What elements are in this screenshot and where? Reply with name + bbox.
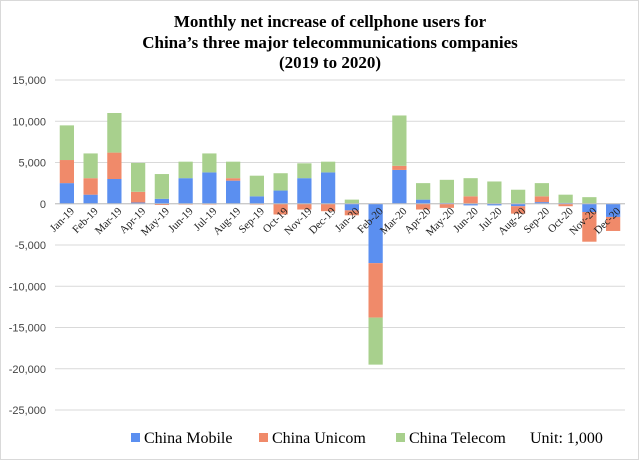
bar-china-telecom-may-19 [154,174,169,199]
x-tick-label: Aug-19 [211,205,244,238]
bar-china-mobile-sep-19 [249,196,264,204]
y-tick-label: -5,000 [15,240,46,252]
legend-label: China Mobile [144,430,232,447]
legend-swatch-china-mobile [131,433,140,442]
legend: China Mobile China Unicom China Telecom [131,430,506,447]
bar-china-telecom-may-20 [439,179,454,203]
bar-china-unicom-mar-19 [107,152,122,179]
bar-china-mobile-aug-20 [511,203,526,207]
y-tick-label: 0 [40,199,46,211]
legend-swatch-china-unicom [259,433,268,442]
bar-china-telecom-mar-20 [392,115,407,166]
bar-china-telecom-jun-19 [178,161,193,179]
bar-china-mobile-apr-19 [131,202,146,204]
bar-china-unicom-oct-19 [273,203,288,215]
bar-china-mobile-jan-20 [344,203,359,211]
legend-label: China Telecom [409,430,506,447]
x-tick-label: Mar-19 [93,205,125,237]
bar-china-mobile-dec-19 [321,172,336,204]
x-tick-label: Sep-19 [236,205,267,236]
bar-china-mobile-jun-20 [463,203,478,206]
bar-china-unicom-apr-20 [416,203,431,210]
x-axis: Jan-19Feb-19Mar-19Apr-19May-19Jun-19Jul-… [48,205,624,238]
bar-china-telecom-jun-20 [463,178,478,197]
bar-china-unicom-apr-19 [131,191,146,203]
bar-china-mobile-feb-20 [368,203,383,264]
bar-china-unicom-aug-20 [511,206,526,214]
gridlines [55,79,625,411]
bar-china-telecom-dec-19 [321,161,336,173]
bar-china-unicom-jun-20 [463,196,478,204]
bar-china-telecom-mar-19 [107,113,122,153]
bar-china-telecom-sep-20 [534,183,549,197]
bar-china-telecom-apr-19 [131,162,146,192]
bar-china-unicom-aug-19 [226,178,241,181]
legend-label: China Unicom [272,430,366,447]
bar-china-unicom-feb-19 [83,178,98,195]
bar-china-telecom-aug-19 [226,161,241,179]
bar-china-unicom-nov-20 [582,212,597,242]
bar-china-mobile-apr-20 [416,199,431,204]
y-tick-label: -20,000 [9,364,46,376]
bar-china-mobile-feb-19 [83,194,98,204]
bar-china-telecom-jul-19 [202,153,217,173]
bar-china-mobile-nov-20 [582,203,597,212]
bars [59,113,621,365]
bar-china-mobile-nov-19 [297,178,312,204]
bar-china-telecom-nov-19 [297,163,312,179]
bar-china-telecom-sep-19 [249,175,264,197]
chart-title-line-2: China’s three major telecommunications c… [142,33,518,52]
bar-china-telecom-feb-19 [83,153,98,179]
bar-china-unicom-jan-20 [344,210,359,216]
bar-china-mobile-sep-20 [534,202,549,204]
bar-china-mobile-jun-19 [178,178,193,204]
bar-china-unicom-may-19 [154,203,169,205]
bar-china-unicom-dec-20 [606,216,621,231]
bar-china-mobile-aug-19 [226,180,241,204]
y-axis: 15,000 10,000 5,000 0 -5,000 -10,000 -15,000 -2… [9,75,46,417]
y-tick-label: 15,000 [12,75,46,87]
bar-china-mobile-oct-19 [273,190,288,204]
y-tick-label: 10,000 [12,116,46,128]
bar-china-unicom-jan-19 [59,160,74,184]
bar-china-mobile-mar-19 [107,179,122,204]
chart-title: Monthly net increase of cellphone users … [142,12,518,72]
bar-china-telecom-jul-20 [487,181,502,204]
bar-china-unicom-nov-19 [297,203,312,210]
bar-china-unicom-oct-20 [558,203,573,207]
bar-china-mobile-jan-19 [59,183,74,204]
bar-china-telecom-oct-20 [558,194,573,203]
bar-china-telecom-aug-20 [511,189,526,204]
y-tick-label: -25,000 [9,405,46,417]
bar-china-mobile-dec-20 [606,203,621,217]
bar-china-telecom-feb-20 [368,317,383,365]
bar-china-unicom-mar-20 [392,165,407,170]
y-tick-label: -10,000 [9,281,46,293]
bar-china-mobile-jul-20 [487,203,502,206]
y-tick-label: 5,000 [18,158,46,170]
chart-title-line-3: (2019 to 2020) [279,53,381,72]
bar-china-unicom-sep-20 [534,196,549,203]
bar-china-telecom-jan-20 [344,199,359,204]
bar-china-telecom-apr-20 [416,183,431,200]
bar-china-telecom-nov-20 [582,197,597,204]
x-tick-label: Sep-20 [521,205,552,236]
bar-china-unicom-feb-20 [368,263,383,318]
unit-note: Unit: 1,000 [530,430,603,447]
bar-china-unicom-may-20 [439,203,454,208]
bar-china-unicom-dec-19 [321,203,336,212]
x-tick-label: Jun-20 [451,205,481,235]
x-tick-label: Jun-19 [166,205,196,235]
bar-china-telecom-jan-19 [59,125,74,161]
legend-swatch-china-telecom [396,433,405,442]
bar-china-mobile-may-19 [154,198,169,204]
bar-china-mobile-jul-19 [202,172,217,204]
chart-title-line-1: Monthly net increase of cellphone users … [174,12,487,31]
y-tick-label: -15,000 [9,323,46,335]
bar-china-mobile-mar-20 [392,169,407,204]
bar-china-telecom-oct-19 [273,173,288,191]
